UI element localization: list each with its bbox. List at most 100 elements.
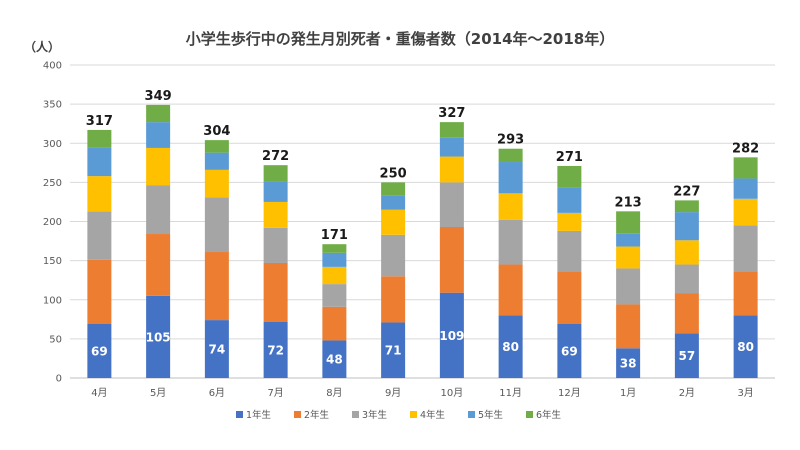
bar-segment [204, 140, 229, 153]
bar-segment [674, 200, 699, 213]
bar-value-label: 57 [679, 349, 696, 363]
bar-segment [557, 271, 582, 325]
bar-total-label: 271 [556, 150, 583, 165]
bar-segment [733, 157, 758, 179]
y-axis-unit-label: （人） [24, 39, 60, 54]
bar-value-label: 105 [146, 330, 171, 344]
bar-segment [146, 147, 171, 186]
bar-segment [557, 324, 582, 378]
bar-segment [263, 321, 288, 378]
bar-segment [146, 104, 171, 123]
bar-segment [616, 268, 641, 305]
bar-segment [263, 227, 288, 263]
bar-total-label: 349 [145, 89, 172, 104]
bar-value-label: 72 [267, 343, 284, 357]
x-tick-label: 8月 [326, 387, 342, 399]
bar-segment [557, 187, 582, 213]
bar-segment [616, 348, 641, 378]
bar-segment [381, 322, 406, 378]
x-axis-ticks: 4月 5月 6月 7月 8月 9月 10月 11月 12月 1月 2月 3月 [91, 387, 754, 399]
bar-value-label: 109 [439, 329, 464, 343]
bar-segment [616, 304, 641, 349]
bar-segment [322, 266, 347, 285]
bar-segment [87, 176, 112, 212]
bar-segment [557, 212, 582, 231]
bar-segment [322, 306, 347, 341]
bar-segment [616, 246, 641, 269]
bar-total-label: 327 [438, 106, 465, 121]
bar-segment [322, 284, 347, 307]
bar-segment [733, 315, 758, 378]
bar-total-label: 227 [673, 184, 700, 199]
bar-segment [733, 225, 758, 272]
total-labels: 317 349 304 272 171 250 327 293 271 213 227 282 [86, 89, 759, 243]
bar-segment [146, 185, 171, 235]
bar-value-label: 71 [385, 344, 402, 358]
legend-label: 3年生 [362, 409, 388, 421]
bar-segment [674, 293, 699, 334]
bar-segment [498, 193, 523, 220]
bar-segment [322, 244, 347, 253]
bar-value-label: 80 [737, 340, 754, 354]
bar-total-label: 293 [497, 133, 524, 148]
bar-segment [263, 181, 288, 202]
legend-label: 4年生 [420, 409, 446, 421]
bar-value-label: 38 [620, 357, 637, 371]
y-tick-label: 300 [43, 139, 62, 150]
bar-segment [381, 209, 406, 235]
x-tick-label: 2月 [679, 387, 695, 399]
y-tick-label: 100 [43, 295, 62, 306]
bar-segment [204, 320, 229, 378]
bar-total-label: 272 [262, 149, 289, 164]
bar-segment [263, 165, 288, 182]
bar-segment [87, 129, 112, 148]
bar-total-label: 250 [380, 166, 407, 181]
bar-segment [204, 152, 229, 170]
legend-swatch [352, 411, 359, 418]
bar-segment [87, 147, 112, 177]
x-tick-label: 11月 [499, 387, 522, 399]
bar-value-label: 69 [561, 345, 578, 359]
x-tick-label: 1月 [620, 387, 636, 399]
bar-value-label: 80 [502, 340, 519, 354]
bar-segment [204, 197, 229, 253]
bar-total-label: 304 [203, 124, 230, 139]
bar-segment [498, 315, 523, 378]
y-tick-label: 0 [56, 374, 62, 385]
legend-label: 6年生 [536, 409, 562, 421]
bar-segment [263, 201, 288, 228]
bar-segment [733, 198, 758, 226]
bar-segment [498, 162, 523, 194]
bar-segment [381, 182, 406, 196]
y-axis-ticks: 0 50 100 150 200 250 300 350 400 [43, 61, 62, 385]
x-tick-label: 5月 [150, 387, 166, 399]
bar-segment [674, 264, 699, 294]
bar-value-label: 74 [209, 343, 226, 357]
bar-value-label: 69 [91, 345, 108, 359]
legend-swatch [236, 411, 243, 418]
y-tick-label: 150 [43, 256, 62, 267]
x-tick-label: 12月 [558, 387, 581, 399]
y-tick-label: 50 [49, 334, 62, 345]
bar-segment [204, 252, 229, 321]
bar-segment [439, 156, 464, 183]
bar-segment [498, 148, 523, 163]
bar-segment [498, 264, 523, 316]
bar-total-label: 317 [86, 114, 113, 129]
x-tick-label: 6月 [209, 387, 225, 399]
legend-label: 1年生 [246, 409, 272, 421]
legend-swatch [526, 411, 533, 418]
y-tick-label: 350 [43, 100, 62, 111]
bars: 69 105 74 72 48 71 109 80 69 38 57 80 [87, 104, 758, 378]
bar-segment [381, 195, 406, 210]
bar-segment [439, 182, 464, 227]
bar-segment [439, 122, 464, 138]
y-tick-label: 200 [43, 217, 62, 228]
bar-segment [439, 137, 464, 157]
bar-segment [498, 219, 523, 265]
bar-segment [87, 259, 112, 325]
legend-swatch [468, 411, 475, 418]
legend-label: 2年生 [304, 409, 330, 421]
bar-value-label: 48 [326, 353, 343, 367]
